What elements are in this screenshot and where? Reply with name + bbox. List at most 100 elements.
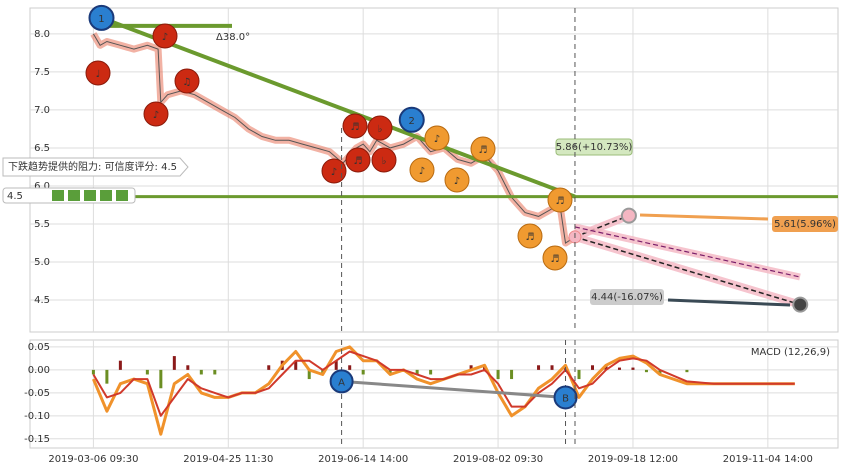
macd-line xyxy=(92,345,795,436)
histogram-bar xyxy=(145,369,149,375)
resistance-note: 下跌趋势提供的阻力: 可信度评分: 4.5 xyxy=(8,160,177,173)
forecast-line xyxy=(574,236,801,306)
score-badge: 4.5 xyxy=(7,191,23,202)
histogram-bar xyxy=(388,369,392,375)
histogram-bar xyxy=(213,369,217,375)
pattern-marker xyxy=(321,158,347,184)
divergence-marker xyxy=(329,369,354,394)
histogram-bar xyxy=(685,369,689,373)
y-tick-label: 0.05 xyxy=(28,342,50,353)
forecast-label: 5.61(5.96%) xyxy=(774,219,836,230)
wave-marker xyxy=(88,4,115,31)
score-icon xyxy=(100,190,112,201)
forecast-arrow xyxy=(639,213,769,221)
pattern-marker xyxy=(517,223,543,249)
pattern-marker xyxy=(542,245,568,271)
pattern-symbol: ♪ xyxy=(153,110,159,121)
pattern-symbol: ♬ xyxy=(479,145,488,156)
pattern-marker xyxy=(152,23,178,49)
histogram-bar xyxy=(294,360,298,370)
pattern-marker xyxy=(143,101,169,127)
pattern-symbol: ♫ xyxy=(183,77,192,88)
x-tick-label: 2019-03-06 09:30 xyxy=(48,454,138,465)
resistance-label: 5.86(+10.73%) xyxy=(556,142,633,153)
angle-label: Δ38.0° xyxy=(216,32,250,43)
histogram-bar xyxy=(617,367,621,370)
pattern-symbol: ♪ xyxy=(434,134,440,145)
y-tick-label: 5.0 xyxy=(34,257,50,268)
histogram-bar xyxy=(496,369,500,380)
pattern-symbol: ♭ xyxy=(382,156,387,167)
pattern-symbol: ♬ xyxy=(551,254,560,265)
histogram-bar xyxy=(550,365,554,370)
histogram-bar xyxy=(658,369,662,375)
forecast-label-box xyxy=(772,216,838,232)
histogram-bar xyxy=(604,365,608,370)
histogram-bar xyxy=(307,369,311,380)
y-tick-label: -0.05 xyxy=(24,388,50,399)
macd-label: MACD (12,26,9) xyxy=(751,347,830,358)
pattern-marker xyxy=(371,147,397,173)
y-tick-label: 8.0 xyxy=(34,29,50,40)
histogram-bar xyxy=(118,360,122,370)
forecast-line xyxy=(574,214,630,238)
histogram-bar xyxy=(469,365,473,370)
pattern-marker xyxy=(409,157,435,183)
pattern-marker xyxy=(367,115,393,141)
pattern-marker xyxy=(470,136,496,162)
y-tick-label: 6.0 xyxy=(34,181,50,192)
histogram-bar xyxy=(159,369,163,389)
histogram-bar xyxy=(172,356,176,370)
macd-panel xyxy=(29,339,839,449)
wave-marker xyxy=(398,106,425,133)
y-tick-label: 6.5 xyxy=(34,143,50,154)
x-tick-label: 2019-04-25 11:30 xyxy=(183,454,273,465)
wave-label: 1 xyxy=(98,14,104,25)
pattern-symbol: ♪ xyxy=(162,32,168,43)
pattern-marker xyxy=(174,68,200,94)
histogram-bar xyxy=(590,365,594,370)
histogram-bar xyxy=(631,367,635,370)
pattern-symbol: ♬ xyxy=(354,156,363,167)
histogram-bar xyxy=(510,369,514,380)
y-tick-label: 0.00 xyxy=(28,365,50,376)
pattern-marker xyxy=(547,187,573,213)
x-tick-label: 2019-08-02 09:30 xyxy=(453,454,543,465)
pattern-marker xyxy=(85,60,111,86)
y-tick-label: 7.0 xyxy=(34,105,50,116)
price-line xyxy=(92,33,576,244)
x-tick-label: 2019-06-14 14:00 xyxy=(318,454,408,465)
histogram-bar xyxy=(577,369,581,380)
histogram-bar xyxy=(644,369,648,373)
histogram-bar xyxy=(91,369,95,375)
y-tick-label: 5.5 xyxy=(34,219,50,230)
histogram-bar xyxy=(537,365,541,370)
pattern-symbol: ♬ xyxy=(351,122,360,133)
histogram-bar xyxy=(267,365,271,370)
y-tick-label: -0.10 xyxy=(24,411,50,422)
pattern-symbol: ♩ xyxy=(96,69,101,80)
divergence-label: B xyxy=(562,393,569,404)
pattern-symbol: ♬ xyxy=(556,196,565,207)
histogram-bar xyxy=(105,369,109,384)
histogram-bar xyxy=(361,369,365,375)
histogram-bar xyxy=(334,360,338,370)
y-tick-label: -0.15 xyxy=(24,434,50,445)
score-icon xyxy=(84,190,96,201)
y-tick-label: 4.5 xyxy=(34,295,50,306)
forecast-point xyxy=(792,296,809,313)
divergence-line xyxy=(341,379,566,399)
histogram-bar xyxy=(199,369,203,375)
pattern-marker xyxy=(444,167,470,193)
signal-line xyxy=(92,350,795,417)
note-box xyxy=(2,157,189,177)
x-tick-label: 2019-11-04 14:00 xyxy=(723,454,813,465)
y-tick-label: 7.5 xyxy=(34,67,50,78)
pattern-symbol: ♬ xyxy=(526,232,535,243)
pattern-marker xyxy=(345,147,371,173)
pattern-symbol: ♪ xyxy=(454,176,460,187)
pattern-marker xyxy=(424,125,450,151)
band-extra-dash xyxy=(574,226,801,278)
